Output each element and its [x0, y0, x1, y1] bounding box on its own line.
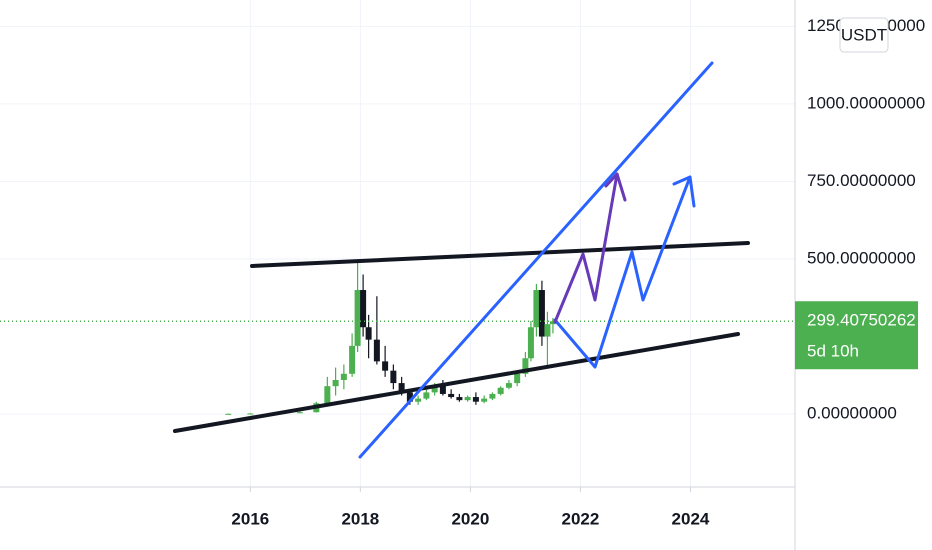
candle-body: [296, 412, 303, 414]
projection-arrow: [672, 175, 696, 208]
support-line: [173, 332, 740, 433]
projection-path: [553, 175, 692, 369]
x-tick-label: 2020: [451, 509, 489, 528]
candle-body: [464, 397, 471, 401]
x-tick-label: 2016: [231, 509, 269, 528]
candle-body: [360, 290, 367, 328]
candle-body: [373, 339, 380, 362]
candle-body: [349, 345, 356, 374]
candle-body: [406, 392, 413, 402]
currency-box[interactable]: [839, 17, 889, 53]
candle-body: [522, 358, 529, 374]
last-price-box: [795, 301, 918, 370]
y-tick-label: 750.00000000: [807, 171, 916, 190]
candle-body: [382, 361, 389, 371]
candle-body: [549, 321, 556, 325]
candle-body: [225, 413, 232, 415]
candle-body: [247, 413, 254, 415]
candle-body: [472, 397, 479, 402]
candle-body: [324, 386, 331, 404]
candle-body: [481, 398, 488, 402]
x-tick-label: 2022: [562, 509, 600, 528]
trend-line: [358, 61, 714, 459]
candle-body: [398, 383, 405, 393]
candle-body: [415, 398, 422, 402]
candle-body: [390, 370, 397, 384]
candle-body: [544, 324, 551, 337]
axis-labels: 0.00000000 500.00000000 750.00000000 1000.0…: [231, 16, 925, 529]
drawings: [173, 61, 750, 459]
candle-body: [533, 290, 540, 328]
candle-body: [505, 383, 512, 388]
y-tick-label: 500.00000000: [807, 248, 916, 267]
candle-body: [497, 387, 504, 394]
candle-body: [514, 373, 521, 384]
candle-body: [538, 290, 545, 337]
resistance-line: [250, 241, 750, 268]
candle-body: [448, 393, 455, 398]
x-tick-label: 2018: [341, 509, 379, 528]
grid: [0, 0, 795, 487]
projection-path: [553, 172, 619, 324]
projection-arrow: [604, 172, 627, 202]
candle-body: [456, 397, 463, 401]
candle-body: [332, 379, 339, 387]
x-tick-label: 2024: [672, 509, 710, 528]
candle-body: [340, 373, 347, 380]
candle-body: [431, 386, 438, 393]
candle-body: [527, 327, 534, 359]
candle-body: [489, 393, 496, 399]
candle-body: [365, 327, 372, 340]
candle-body: [423, 392, 430, 399]
candle-body: [354, 290, 361, 346]
candle-body: [439, 386, 446, 394]
currency-label: USDT: [841, 25, 887, 44]
y-tick-label: 1000.00000000: [807, 93, 925, 112]
y-tick-label: 0.00000000: [807, 404, 897, 423]
last-price-label: 299.40750262: [807, 311, 916, 330]
countdown-label: 5d 10h: [807, 342, 859, 361]
